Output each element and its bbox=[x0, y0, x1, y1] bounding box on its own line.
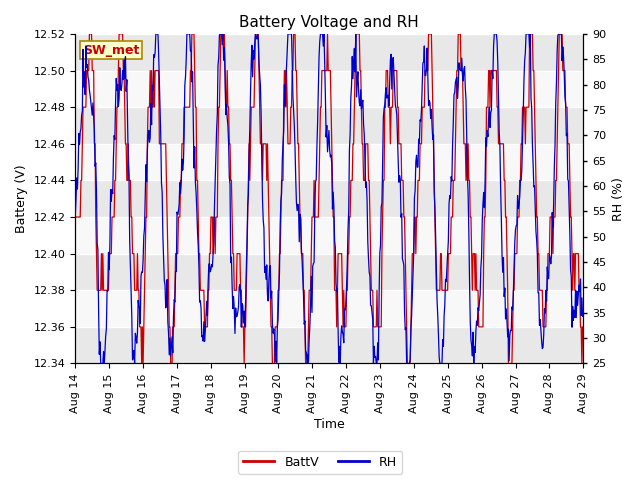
Bar bbox=[76, 327, 583, 363]
RH bbox=[152, 31, 159, 37]
RH bbox=[579, 312, 587, 318]
Line: RH: RH bbox=[76, 34, 583, 363]
BattV bbox=[134, 251, 141, 256]
Bar bbox=[76, 290, 583, 327]
Bar bbox=[76, 71, 583, 107]
Text: SW_met: SW_met bbox=[83, 44, 140, 57]
Bar bbox=[76, 180, 583, 217]
BattV bbox=[186, 104, 193, 110]
BattV bbox=[392, 68, 400, 73]
RH bbox=[212, 128, 220, 133]
BattV bbox=[579, 324, 587, 330]
RH bbox=[407, 327, 415, 333]
BattV bbox=[72, 214, 79, 220]
Y-axis label: RH (%): RH (%) bbox=[612, 177, 625, 221]
Legend: BattV, RH: BattV, RH bbox=[238, 451, 402, 474]
Bar bbox=[76, 144, 583, 180]
BattV bbox=[138, 360, 145, 366]
RH bbox=[134, 330, 141, 336]
Title: Battery Voltage and RH: Battery Voltage and RH bbox=[239, 15, 419, 30]
BattV bbox=[407, 324, 415, 330]
Bar bbox=[76, 217, 583, 253]
RH bbox=[81, 69, 88, 75]
Bar bbox=[76, 107, 583, 144]
BattV bbox=[81, 104, 88, 110]
Y-axis label: Battery (V): Battery (V) bbox=[15, 165, 28, 233]
RH bbox=[97, 360, 104, 366]
BattV bbox=[212, 214, 220, 220]
BattV bbox=[86, 31, 93, 37]
RH bbox=[186, 31, 193, 37]
Bar bbox=[76, 34, 583, 71]
Line: BattV: BattV bbox=[76, 34, 583, 363]
RH bbox=[72, 213, 79, 219]
RH bbox=[392, 106, 400, 111]
Bar bbox=[76, 253, 583, 290]
X-axis label: Time: Time bbox=[314, 419, 345, 432]
